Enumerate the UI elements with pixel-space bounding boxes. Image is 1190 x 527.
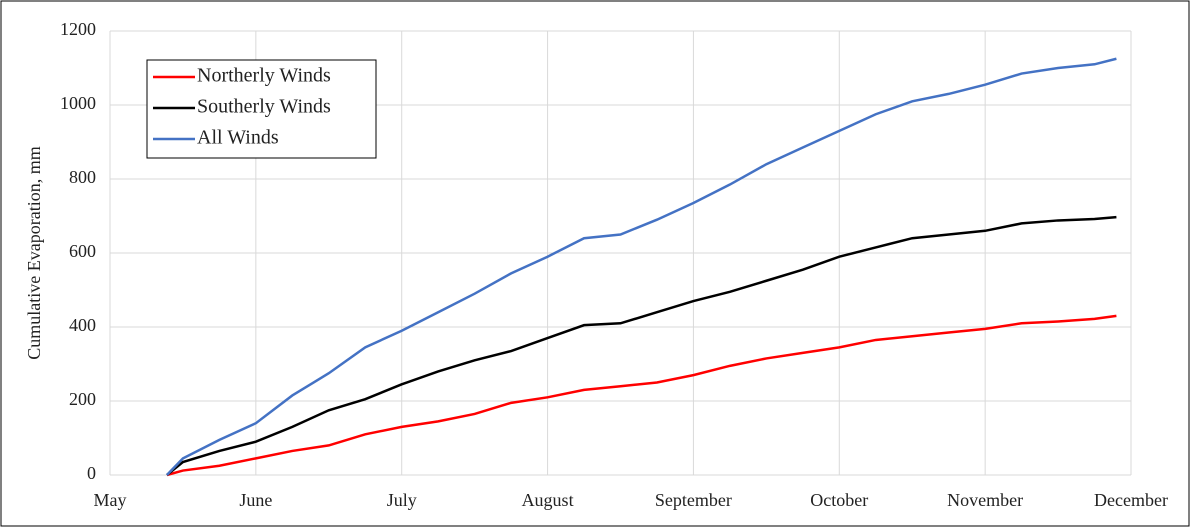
x-tick-label: July [387, 490, 417, 510]
x-tick-label: August [522, 490, 574, 510]
x-tick-label: November [947, 490, 1023, 510]
x-tick-label: September [655, 490, 732, 510]
y-tick-label: 600 [69, 241, 96, 261]
series-line [166, 215, 1117, 476]
x-tick-label: December [1094, 490, 1168, 510]
legend-label: Northerly Winds [197, 65, 331, 87]
y-tick-label: 400 [69, 315, 96, 335]
y-tick-label: 1200 [60, 19, 96, 39]
y-tick-label: 800 [69, 167, 96, 187]
series-line [165, 57, 1117, 476]
y-tick-label: 0 [87, 463, 96, 483]
legend-label: All Winds [197, 127, 279, 149]
series-line [166, 314, 1117, 477]
y-tick-label: 1000 [60, 93, 96, 113]
legend-label: Southerly Winds [197, 96, 331, 118]
x-tick-label: October [810, 490, 868, 510]
y-tick-label: 200 [69, 389, 96, 409]
x-tick-label: June [239, 490, 272, 510]
y-axis-label: Cumulative Evaporation, mm [24, 146, 44, 359]
x-tick-label: May [94, 490, 127, 510]
